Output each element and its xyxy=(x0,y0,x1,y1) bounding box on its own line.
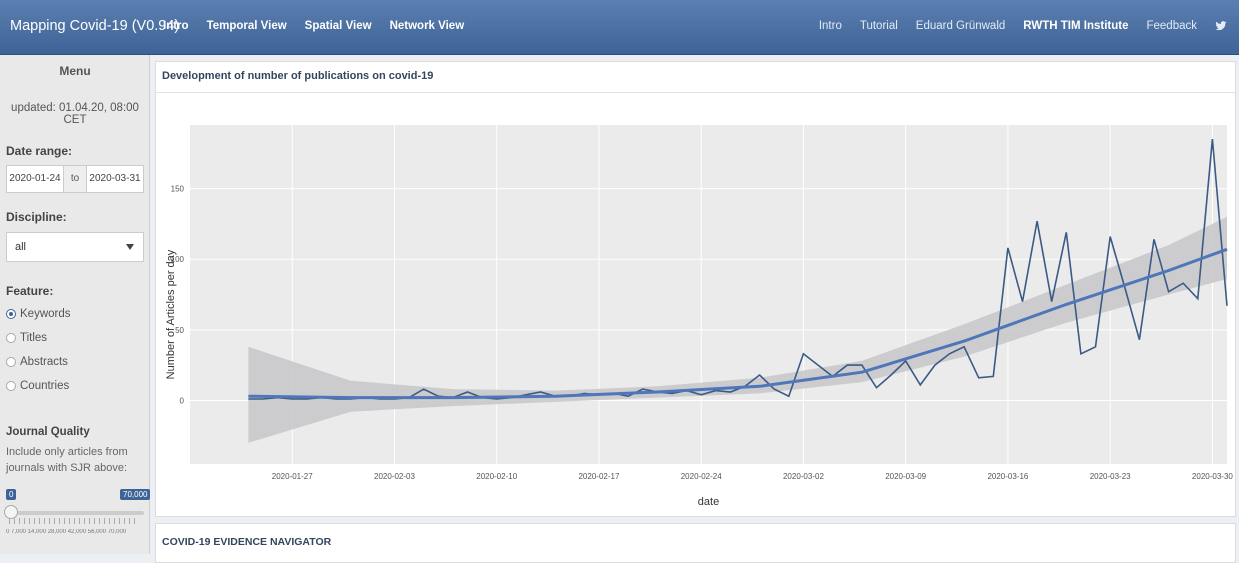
radio-dot-icon xyxy=(6,357,16,367)
slider-ticks xyxy=(9,518,139,524)
x-tick-label: 2020-03-30 xyxy=(1192,472,1233,481)
slider-max-value: 70,000 xyxy=(120,489,151,500)
radio-keywords[interactable]: Keywords xyxy=(6,308,71,320)
x-axis-label: date xyxy=(698,496,719,508)
publications-panel: Development of number of publications on… xyxy=(155,61,1236,517)
nav-intro[interactable]: Intro xyxy=(163,20,189,32)
date-range-label: Date range: xyxy=(6,144,73,158)
slider-min-value: 0 xyxy=(6,489,17,500)
updated-text: updated: 01.04.20, 08:00 CET xyxy=(11,102,139,126)
radio-countries[interactable]: Countries xyxy=(6,380,69,392)
nav-feedback[interactable]: Feedback xyxy=(1146,20,1197,32)
nav-right: Intro Tutorial Eduard Grünwald RWTH TIM … xyxy=(819,20,1227,32)
nav-temporal-view[interactable]: Temporal View xyxy=(206,20,287,32)
y-tick-label: 150 xyxy=(171,185,185,194)
trend-line xyxy=(248,247,1228,400)
x-tick-label: 2020-02-24 xyxy=(681,472,722,481)
sjr-slider-track[interactable] xyxy=(6,511,144,515)
panel-title: Development of number of publications on… xyxy=(162,70,434,82)
confidence-band xyxy=(248,216,1227,443)
journal-quality-desc: Include only articles from journals with… xyxy=(6,446,128,474)
feature-label: Feature: xyxy=(6,284,54,298)
date-range: 2020-01-24 to 2020-03-31 xyxy=(6,165,144,193)
x-tick-label: 2020-03-02 xyxy=(783,472,824,481)
discipline-label: Discipline: xyxy=(6,210,67,224)
evidence-navigator-panel: COVID-19 EVIDENCE NAVIGATOR xyxy=(155,523,1236,563)
date-sep: to xyxy=(64,165,86,193)
y-tick-label: 100 xyxy=(171,255,185,264)
radio-titles[interactable]: Titles xyxy=(6,332,47,344)
nav-author[interactable]: Eduard Grünwald xyxy=(915,20,1006,32)
discipline-value: all xyxy=(15,241,27,253)
sidebar: Menu updated: 01.04.20, 08:00 CET Date r… xyxy=(0,55,151,554)
app-title[interactable]: Mapping Covid-19 (V0.94) xyxy=(10,18,180,34)
navbar: Mapping Covid-19 (V0.94) Intro Temporal … xyxy=(0,0,1239,55)
nav-left: Intro Temporal View Spatial View Network… xyxy=(163,20,464,32)
x-tick-label: 2020-02-10 xyxy=(476,472,517,481)
sidebar-title: Menu xyxy=(59,64,91,78)
date-start-input[interactable]: 2020-01-24 xyxy=(6,165,64,193)
x-tick-label: 2020-02-03 xyxy=(374,472,415,481)
date-end-input[interactable]: 2020-03-31 xyxy=(86,165,144,193)
panel-divider xyxy=(156,92,1235,93)
caret-down-icon xyxy=(126,244,134,250)
nav-institute[interactable]: RWTH TIM Institute xyxy=(1023,20,1129,32)
twitter-icon[interactable] xyxy=(1215,20,1227,32)
nav-right-intro[interactable]: Intro xyxy=(818,20,842,32)
y-axis-label: Number of Articles per day xyxy=(165,249,177,379)
sjr-slider-handle[interactable] xyxy=(4,505,18,519)
y-tick-label: 50 xyxy=(175,326,184,335)
panel2-title: COVID-19 EVIDENCE NAVIGATOR xyxy=(162,536,332,548)
radio-dot-icon xyxy=(6,381,16,391)
nav-spatial-view[interactable]: Spatial View xyxy=(304,20,372,32)
x-tick-label: 2020-03-09 xyxy=(885,472,926,481)
x-tick-label: 2020-02-17 xyxy=(578,472,619,481)
nav-network-view[interactable]: Network View xyxy=(389,20,465,32)
nav-tutorial[interactable]: Tutorial xyxy=(859,20,898,32)
discipline-select[interactable]: all xyxy=(6,232,144,262)
radio-dot-icon xyxy=(6,333,16,343)
x-tick-label: 2020-01-27 xyxy=(272,472,313,481)
y-tick-label: 0 xyxy=(180,396,185,405)
slider-scale: 0 7,000 14,000 28,000 42,000 56,000 70,0… xyxy=(6,529,127,535)
publications-chart[interactable]: 0 50 100 150 2020-01-27 2020-02-03 2020-02-10 2… xyxy=(156,62,1235,516)
radio-dot-icon xyxy=(6,309,16,319)
journal-quality-label: Journal Quality xyxy=(6,426,90,438)
x-tick-label: 2020-03-16 xyxy=(987,472,1028,481)
axis-ticks: 0 50 100 150 2020-01-27 2020-02-03 2020-02-10 2… xyxy=(171,185,1234,481)
radio-abstracts[interactable]: Abstracts xyxy=(6,356,68,368)
x-tick-label: 2020-03-23 xyxy=(1090,472,1131,481)
